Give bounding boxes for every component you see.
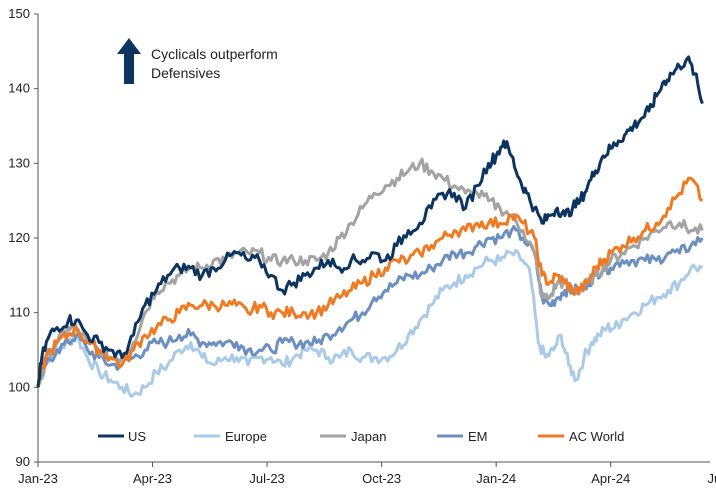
y-tick-label: 130 — [8, 155, 30, 170]
legend-label-us: US — [128, 429, 146, 444]
y-tick-label: 120 — [8, 230, 30, 245]
annotation-line-1: Cyclicals outperform — [151, 46, 278, 62]
annotation: Cyclicals outperform Defensives — [117, 38, 278, 84]
y-tick-label: 140 — [8, 81, 30, 96]
legend-item-europe: Europe — [194, 429, 267, 444]
legend-label-em: EM — [468, 429, 488, 444]
x-tick-label: Jan-24 — [476, 471, 516, 486]
y-tick-label: 100 — [8, 379, 30, 394]
series-line-japan — [36, 157, 704, 388]
legend-label-europe: Europe — [225, 429, 267, 444]
series-line-ac-world — [36, 176, 704, 388]
up-arrow-icon — [117, 38, 141, 84]
y-tick-label: 110 — [9, 305, 30, 320]
x-tick-label: Apr-24 — [591, 471, 630, 486]
legend-item-em: EM — [437, 429, 488, 444]
legend: US Europe Japan EM AC World — [98, 429, 624, 444]
series-line-europe — [36, 248, 704, 398]
legend-item-ac-world: AC World — [538, 429, 624, 444]
x-tick-label: Jan-23 — [18, 471, 58, 486]
y-tick-label: 150 — [8, 6, 30, 21]
x-tick-label: Apr-23 — [133, 471, 172, 486]
legend-label-japan: Japan — [351, 429, 386, 444]
annotation-line-2: Defensives — [151, 65, 220, 81]
series-lines — [36, 55, 704, 398]
x-tick-label: Jul-24 — [708, 471, 716, 486]
axes: 90 100 110 120 130 140 150 Jan-23 Apr-23 Jul-23 Oc… — [8, 6, 716, 486]
x-tick-label: Oct-23 — [362, 471, 401, 486]
x-tick-label: Jul-23 — [249, 471, 284, 486]
y-tick-label: 90 — [16, 454, 30, 469]
series-line-us — [36, 55, 704, 388]
legend-item-japan: Japan — [320, 429, 386, 444]
legend-item-us: US — [98, 429, 146, 444]
legend-label-ac-world: AC World — [569, 429, 624, 444]
series-line-em — [36, 225, 704, 388]
